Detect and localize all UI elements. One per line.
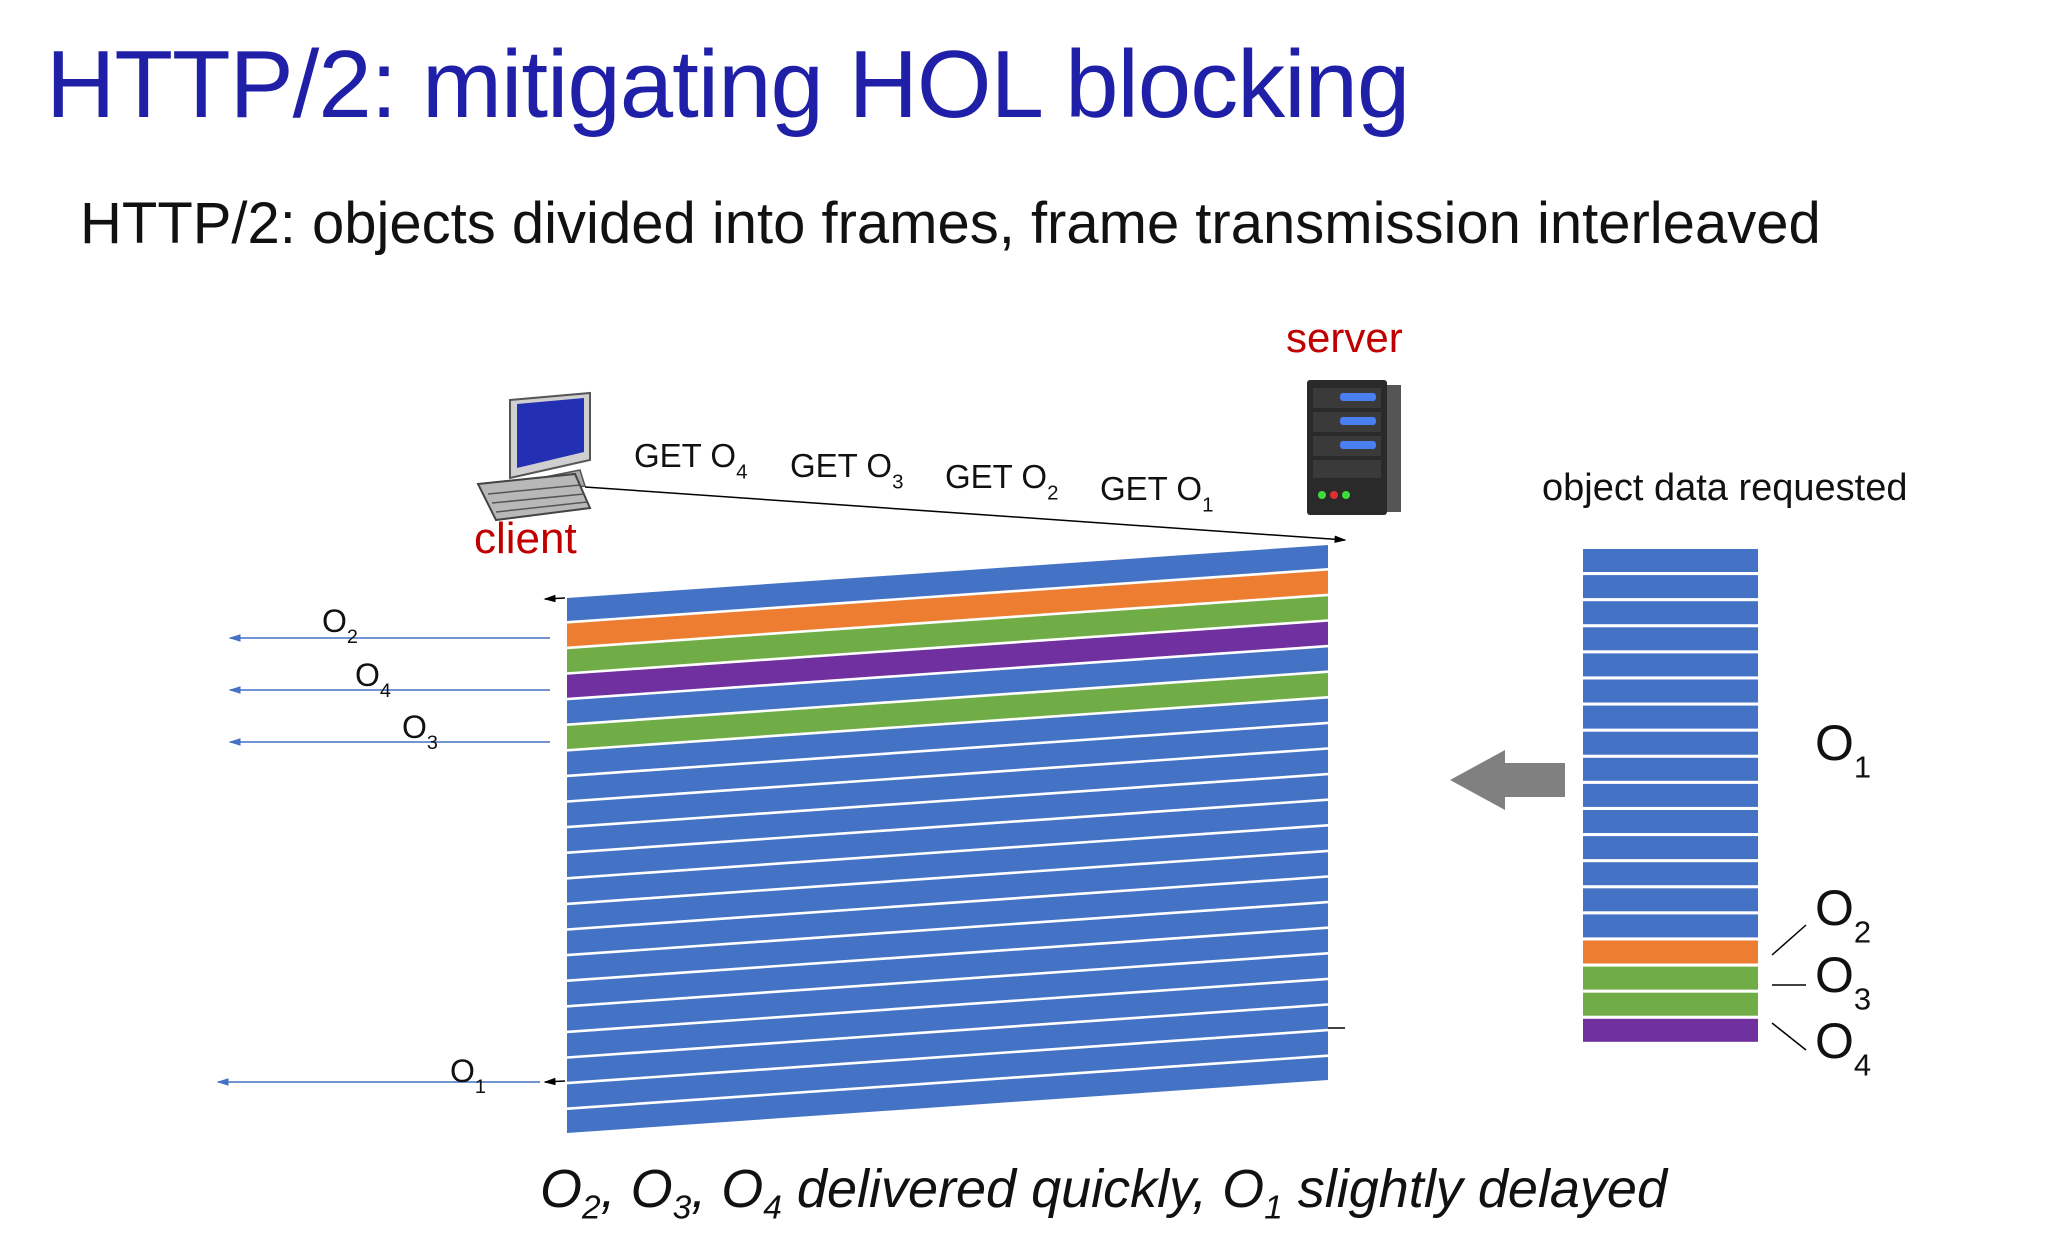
footer-part: , O — [691, 1159, 764, 1219]
frames-bottom-arrow — [543, 1077, 566, 1086]
frame-band-o3 — [567, 596, 1328, 673]
stack-frame-o1 — [1583, 836, 1758, 860]
stack-frame-o4 — [1583, 1018, 1758, 1042]
stack-frame-o1 — [1583, 810, 1758, 833]
object-data-requested-label: object data requested — [1542, 467, 1908, 509]
frame-band-o1 — [567, 852, 1328, 929]
request-labels: GET O4 GET O3 GET O2 GET O1 — [634, 437, 1213, 517]
o4-leader-line — [1771, 1022, 1807, 1051]
stack-label-3: O3 — [1815, 947, 1871, 1017]
frame-band-o1 — [567, 980, 1328, 1057]
stack-label-1: O1 — [1815, 715, 1871, 785]
arrival-label-3: O3 — [402, 709, 438, 754]
desktop-computer-icon — [476, 391, 592, 522]
stack-frame-o3 — [1583, 992, 1758, 1016]
stack-frame-o1 — [1583, 731, 1758, 755]
request-line — [584, 486, 1347, 544]
footer-part: delivered quickly, O — [781, 1159, 1265, 1219]
frame-band-o1 — [567, 647, 1328, 724]
page-title: HTTP/2: mitigating HOL blocking — [46, 31, 1410, 138]
stack-frame-o1 — [1583, 653, 1758, 677]
stack-frame-o3 — [1583, 966, 1758, 990]
server-tower-icon — [1307, 380, 1401, 515]
frame-band-o4 — [567, 621, 1328, 698]
frame-band-o1 — [567, 698, 1328, 775]
arrival-label-4: O1 — [450, 1053, 486, 1098]
footer-part: , O — [600, 1159, 673, 1219]
stack-frame-o1 — [1583, 914, 1758, 938]
frame-band-o1 — [567, 877, 1328, 954]
stack-frame-o1 — [1583, 601, 1758, 625]
footer-caption: O2, O3, O4 delivered quickly, O1 slightl… — [540, 1158, 1667, 1228]
stack-frame-o1 — [1583, 679, 1758, 703]
stack-frame-o1 — [1583, 783, 1758, 807]
stack-label-4: O4 — [1815, 1013, 1871, 1083]
stack-frame-o1 — [1583, 549, 1758, 572]
footer-subscript: 2 — [582, 1189, 601, 1227]
footer-subscript: 3 — [672, 1189, 692, 1227]
stack-frame-o2 — [1583, 940, 1758, 964]
stack-frame-o1 — [1583, 705, 1758, 729]
object-data-stack — [1583, 549, 1758, 1042]
frames-top-arrow — [543, 594, 566, 603]
request-label-3: GET O2 — [945, 458, 1058, 505]
stack-frame-o1 — [1583, 757, 1758, 781]
stack-frame-o1 — [1583, 575, 1758, 599]
server-label: server — [1286, 314, 1403, 361]
page-subtitle: HTTP/2: objects divided into frames, fra… — [80, 191, 1821, 256]
frame-band-o1 — [567, 545, 1328, 621]
frame-band-o2 — [567, 570, 1328, 647]
stack-frame-o1 — [1583, 627, 1758, 651]
stack-frame-o1 — [1583, 862, 1758, 886]
arrival-label-1: O2 — [322, 603, 358, 648]
frame-band-o1 — [567, 929, 1328, 1005]
request-label-1: GET O4 — [634, 437, 747, 484]
stack-label-2: O2 — [1815, 880, 1871, 950]
frame-band-o1 — [567, 801, 1328, 877]
frame-band-o1 — [567, 1005, 1328, 1082]
frame-band-o1 — [567, 826, 1328, 903]
footer-part: slightly delayed — [1282, 1159, 1667, 1219]
frame-band-o1 — [567, 1057, 1328, 1133]
footer-part: O — [540, 1159, 583, 1219]
frame-band-o1 — [567, 1031, 1328, 1108]
arrival-label-2: O4 — [355, 657, 391, 702]
frame-bands — [567, 545, 1328, 1133]
client-label: client — [474, 514, 577, 563]
frame-band-o1 — [567, 724, 1328, 801]
request-label-2: GET O3 — [790, 447, 903, 494]
o2-leader-line — [1771, 924, 1807, 956]
frame-band-o1 — [567, 954, 1328, 1031]
frame-band-o1 — [567, 749, 1328, 826]
frame-band-o1 — [567, 903, 1328, 980]
request-label-4: GET O1 — [1100, 470, 1213, 517]
footer-subscript: 1 — [1264, 1189, 1283, 1227]
footer-subscript: 4 — [763, 1189, 782, 1227]
frame-band-o1 — [567, 775, 1328, 852]
left-arrow-icon — [1450, 750, 1565, 810]
stack-frame-o1 — [1583, 888, 1758, 912]
frame-band-o3 — [567, 673, 1328, 749]
